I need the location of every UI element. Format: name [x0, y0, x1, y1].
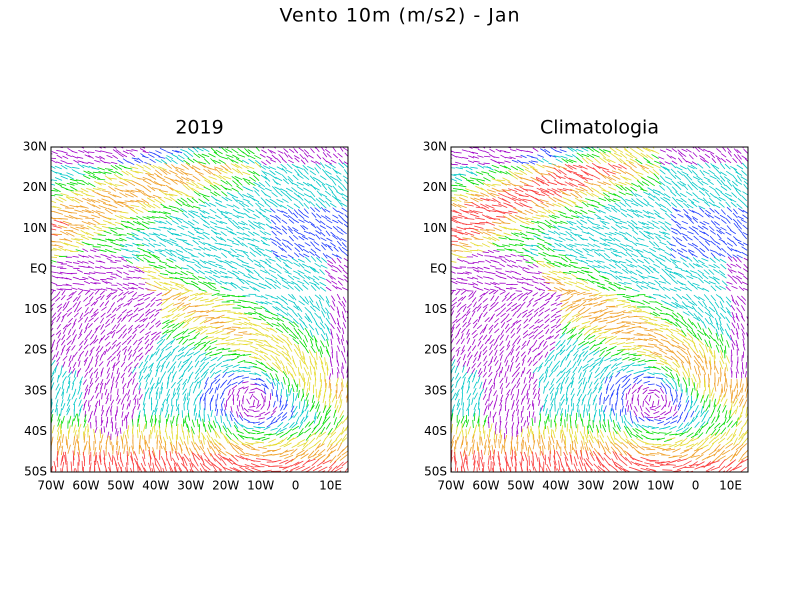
lon-label: 60W — [472, 479, 499, 493]
map-panel: Climatologia 30N 20N 10N EQ 10S 20S 30S 40S 50S70… — [423, 117, 749, 493]
lat-label: 10S — [424, 302, 447, 316]
lat-label: EQ — [430, 261, 447, 275]
lon-label: 30W — [577, 479, 604, 493]
lat-label: 30N — [423, 140, 447, 154]
lat-label: 20N — [423, 180, 447, 194]
lon-label: 70W — [37, 479, 64, 493]
lon-label: 40W — [542, 479, 569, 493]
lat-label: 50S — [24, 465, 47, 479]
lat-label: 10S — [24, 302, 47, 316]
lat-label: 20S — [24, 343, 47, 357]
lon-label: 10E — [719, 479, 742, 493]
lon-label: 0 — [292, 479, 300, 493]
lat-label: 50S — [424, 465, 447, 479]
lat-label: 40S — [424, 424, 447, 438]
lat-label: 30S — [24, 383, 47, 397]
figure-title: Vento 10m (m/s2) - Jan — [279, 5, 520, 27]
lon-label: 0 — [692, 479, 700, 493]
lon-label: 10W — [647, 479, 674, 493]
lon-label: 20W — [612, 479, 639, 493]
lon-label: 20W — [212, 479, 239, 493]
lon-label: 30W — [177, 479, 204, 493]
lat-label: 20S — [424, 343, 447, 357]
panel-title: 2019 — [175, 117, 223, 139]
lat-label: 30S — [424, 383, 447, 397]
lat-label: 40S — [24, 424, 47, 438]
lon-label: 10W — [247, 479, 274, 493]
lon-label: 60W — [72, 479, 99, 493]
panel-title: Climatologia — [540, 117, 659, 139]
lon-label: 50W — [107, 479, 134, 493]
lat-label: 20N — [23, 180, 47, 194]
lat-label: 10N — [23, 221, 47, 235]
lat-label: 30N — [23, 140, 47, 154]
lon-label: 40W — [142, 479, 169, 493]
lon-label: 50W — [507, 479, 534, 493]
lat-label: 10N — [423, 221, 447, 235]
lat-label: EQ — [30, 261, 47, 275]
wind-streamlines — [51, 147, 348, 472]
wind-streamlines — [451, 147, 748, 472]
lon-label: 70W — [437, 479, 464, 493]
map-frame — [450, 146, 749, 473]
lon-label: 10E — [319, 479, 342, 493]
map-frame — [50, 146, 349, 473]
